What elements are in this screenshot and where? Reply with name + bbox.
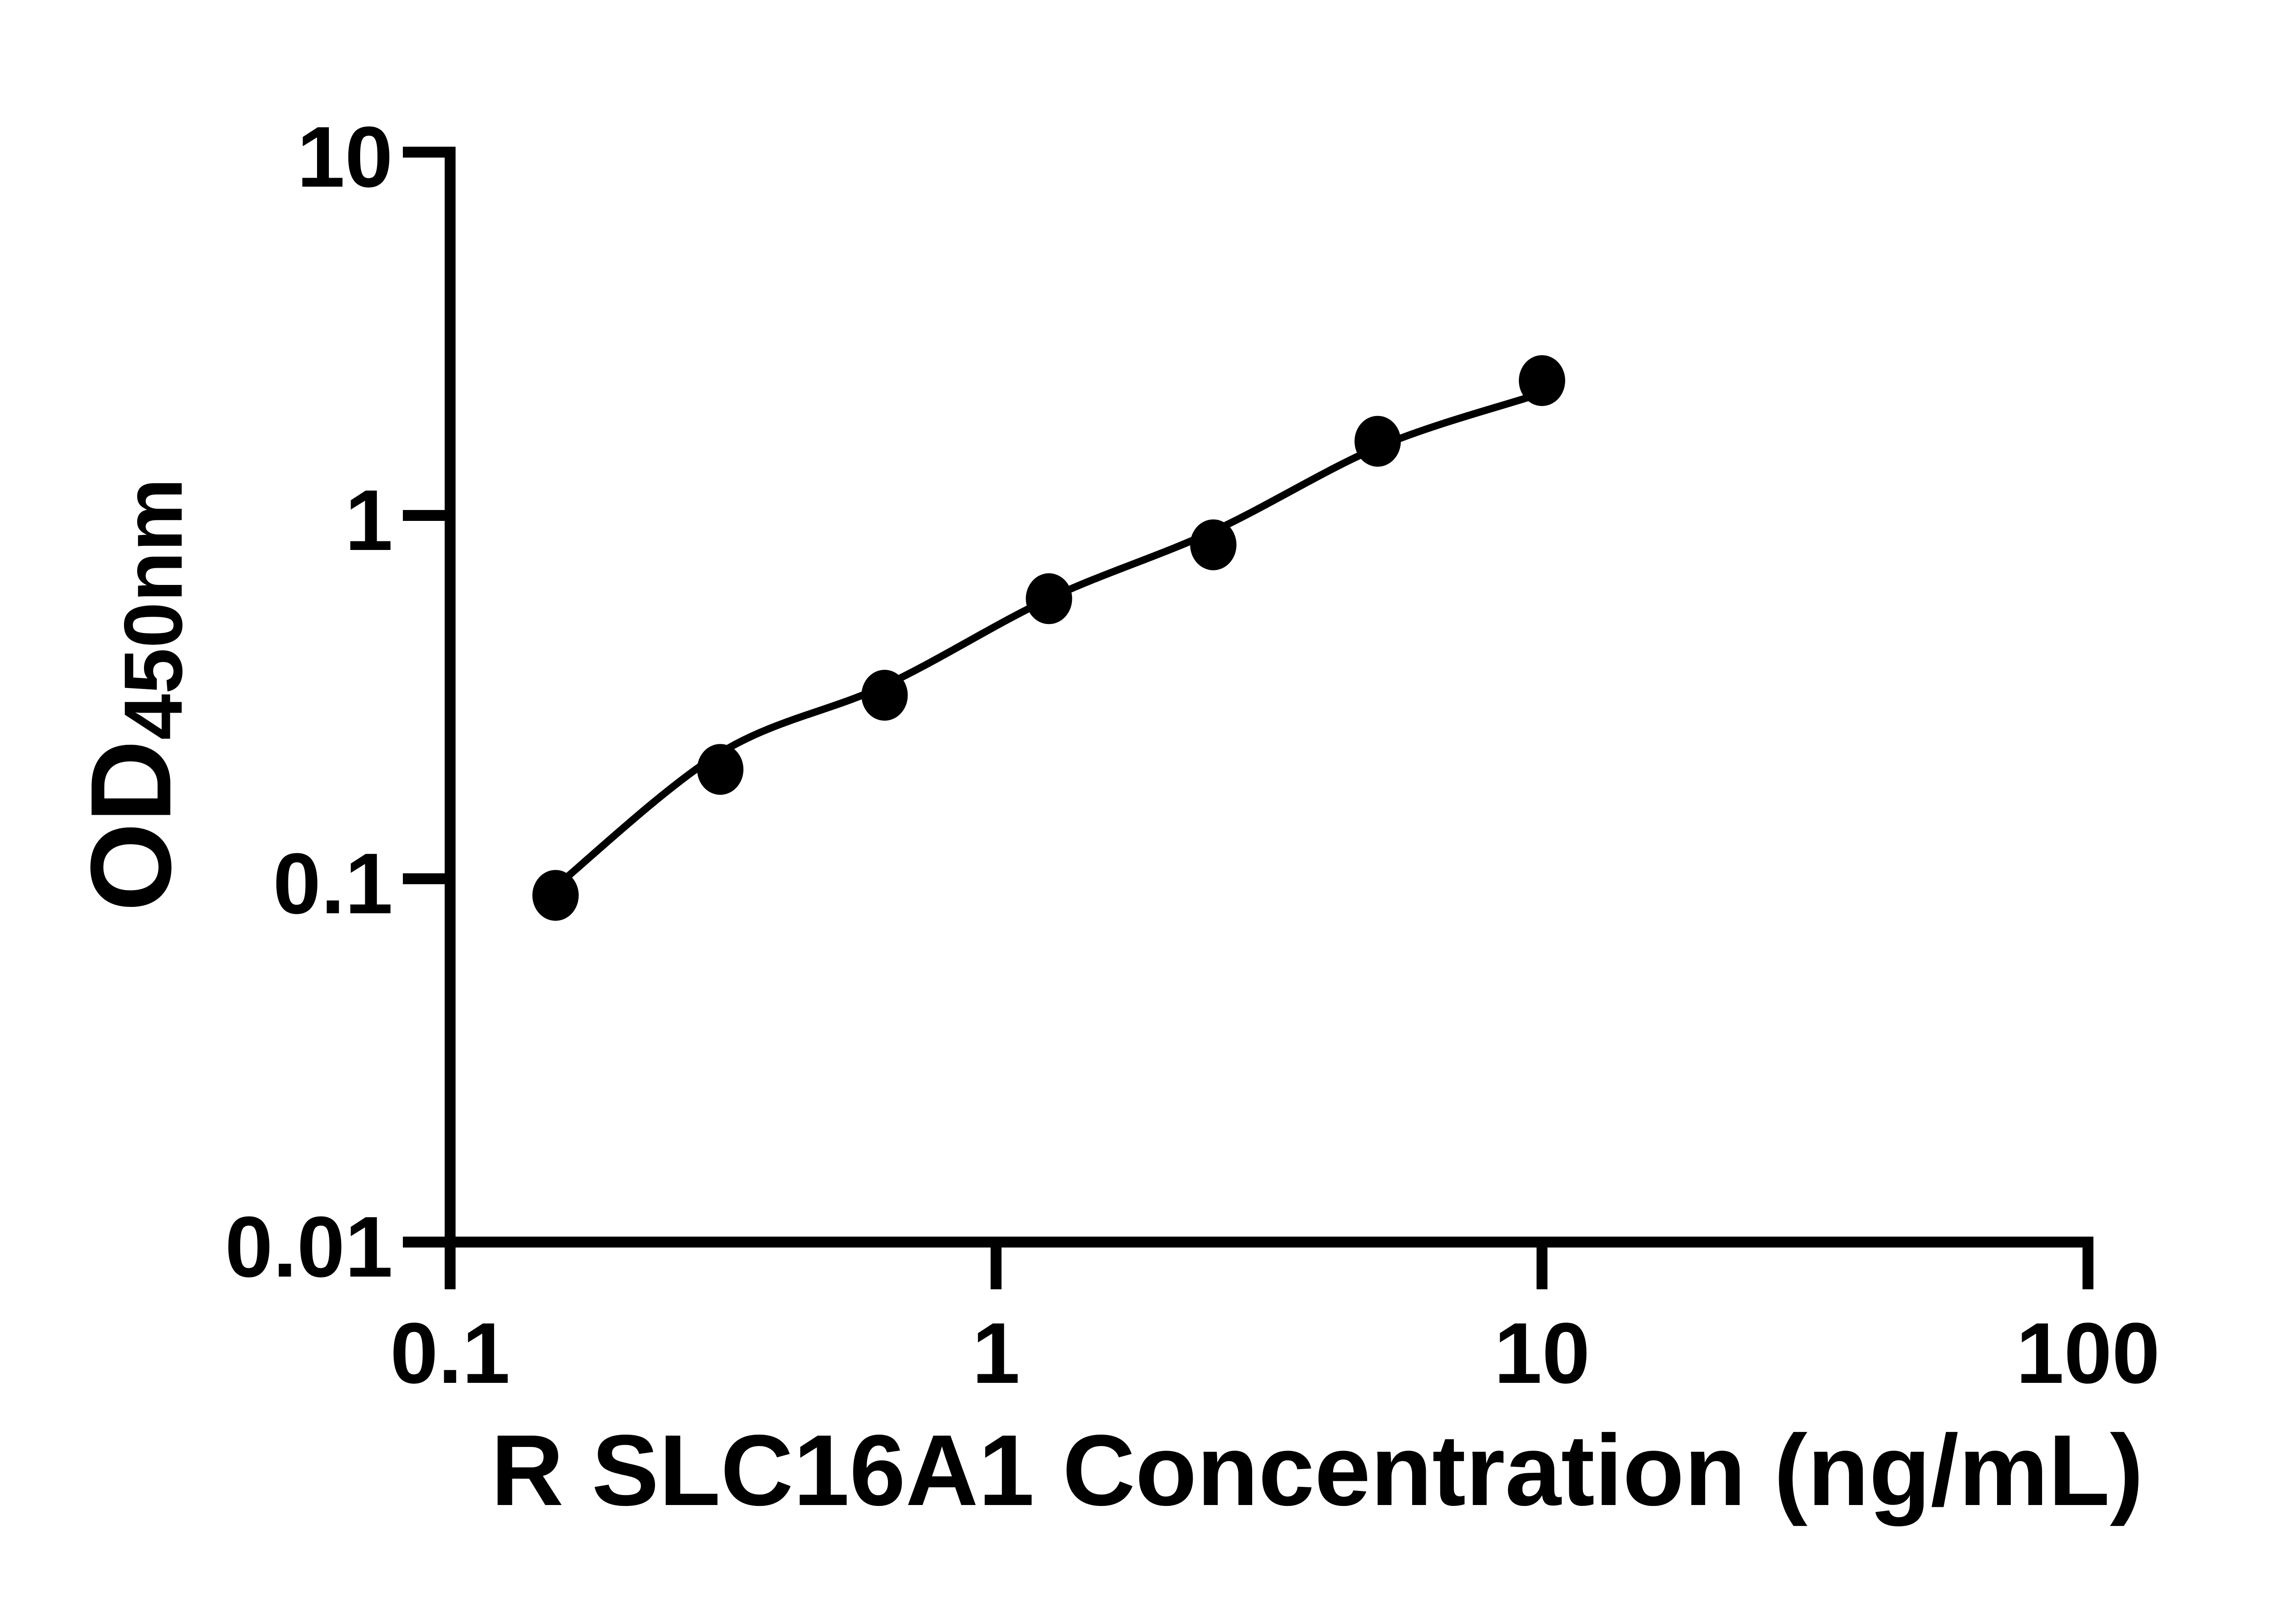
x-tick-10: [1537, 1242, 1547, 1289]
y-tick-label-0.1: 0.1: [273, 836, 393, 932]
x-axis-title: R SLC16A1 Concentration (ng/mL): [491, 1414, 2144, 1527]
y-tick-label-1: 1: [345, 472, 393, 569]
data-point-10ng-ml: [1519, 355, 1565, 406]
y-axis-title-subscript: 450nm: [106, 478, 199, 740]
data-point-0.3125ng-ml: [697, 744, 744, 795]
y-tick-1: [403, 510, 445, 521]
data-point-1.25ng-ml: [1026, 573, 1072, 624]
y-tick-10: [403, 147, 445, 158]
x-tick-100: [2083, 1242, 2093, 1289]
y-tick-0.01: [403, 1237, 445, 1248]
y-tick-label-0.01: 0.01: [225, 1199, 393, 1295]
y-tick-label-10: 10: [297, 109, 393, 205]
fit-curve: [552, 394, 1531, 891]
x-tick-label-1: 1: [972, 1305, 1020, 1401]
x-tick-1: [991, 1242, 1002, 1289]
data-point-0.156ng-ml: [532, 870, 579, 921]
y-axis-title: OD450nm: [67, 468, 204, 922]
x-tick-label-0.1: 0.1: [390, 1305, 511, 1401]
x-tick-label-100: 100: [2016, 1305, 2160, 1401]
y-axis-title-main: OD: [67, 740, 195, 912]
y-tick-0.1: [403, 873, 445, 884]
y-axis-title-text: OD450nm: [63, 478, 210, 912]
data-point-5ng-ml: [1354, 416, 1401, 467]
y-axis-line: [445, 147, 456, 1248]
x-axis-line: [403, 1237, 2093, 1248]
data-point-0.625ng-ml: [861, 669, 908, 721]
x-tick-label-10: 10: [1494, 1305, 1590, 1401]
data-point-2.5ng-ml: [1190, 519, 1237, 570]
x-tick-0.1: [445, 1242, 456, 1289]
